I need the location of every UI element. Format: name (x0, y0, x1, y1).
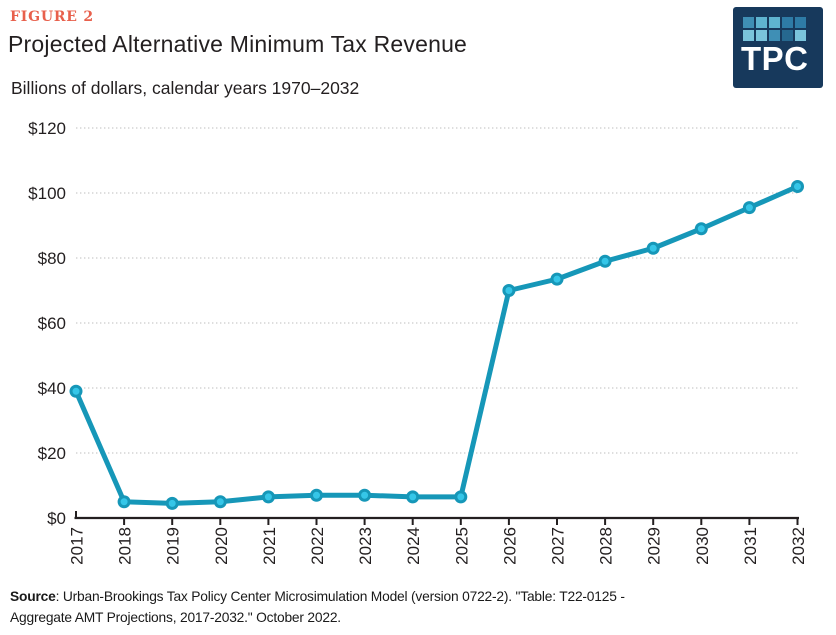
y-tick-label: $100 (28, 184, 66, 203)
data-point (646, 241, 660, 255)
y-tick-label: $40 (38, 379, 66, 398)
x-tick-label: 2021 (260, 527, 279, 565)
y-tick-label: $80 (38, 249, 66, 268)
logo-square (756, 17, 767, 28)
logo-square (743, 17, 754, 28)
x-tick-label: 2024 (404, 527, 423, 565)
data-point (261, 490, 275, 504)
data-point (69, 384, 83, 398)
x-tick-label: 2020 (212, 527, 231, 565)
logo-square (795, 17, 806, 28)
x-tick-label: 2022 (308, 527, 327, 565)
source-text-line2: Aggregate AMT Projections, 2017-2032." O… (10, 610, 341, 625)
data-point (550, 272, 564, 286)
logo-square (782, 17, 793, 28)
logo-square (769, 30, 780, 41)
data-point (454, 490, 468, 504)
x-tick-label: 2029 (645, 527, 664, 565)
data-point (598, 254, 612, 268)
source-text-line1: : Urban-Brookings Tax Policy Center Micr… (55, 589, 625, 604)
logo-square (756, 30, 767, 41)
tpc-logo: TPC (733, 7, 823, 88)
data-point (742, 201, 756, 215)
y-tick-label: $120 (28, 119, 66, 138)
figure-label: FIGURE 2 (10, 9, 94, 25)
x-tick-label: 2026 (500, 527, 519, 565)
x-tick-label: 2027 (549, 527, 568, 565)
x-tick-label: 2017 (68, 527, 87, 565)
x-tick-label: 2018 (116, 527, 135, 565)
logo-square (769, 17, 780, 28)
y-tick-label: $0 (47, 509, 66, 528)
logo-square (743, 30, 754, 41)
x-tick-label: 2028 (597, 527, 616, 565)
data-point (165, 496, 179, 510)
data-point (406, 490, 420, 504)
tpc-logo-squares-grid (743, 17, 806, 41)
logo-square (782, 30, 793, 41)
data-point (310, 488, 323, 502)
y-tick-label: $60 (38, 314, 66, 333)
x-tick-label: 2025 (452, 527, 471, 565)
x-tick-label: 2019 (164, 527, 183, 565)
y-tick-label: $20 (38, 444, 66, 463)
logo-square (795, 30, 806, 41)
x-tick-label: 2030 (693, 527, 712, 565)
data-point (791, 180, 804, 193)
tpc-logo-text: TPC (741, 40, 809, 77)
data-point (213, 495, 227, 509)
data-point (694, 222, 708, 236)
source-note: Source: Urban-Brookings Tax Policy Cente… (10, 586, 820, 628)
line-chart: $0 $20 $40 $60 $80 $100 $120 2017 2018 2019 2020 20… (28, 119, 808, 565)
x-tick-label: 2023 (356, 527, 375, 565)
x-tick-label: 2032 (789, 527, 808, 565)
data-point (502, 284, 516, 297)
x-tick-label: 2031 (741, 527, 760, 565)
chart-title: Projected Alternative Minimum Tax Revenu… (8, 31, 468, 57)
data-line (73, 184, 800, 506)
data-point (117, 495, 131, 509)
source-label: Source (10, 589, 56, 604)
data-point (358, 488, 372, 502)
chart-subtitle: Billions of dollars, calendar years 1970… (11, 78, 360, 98)
